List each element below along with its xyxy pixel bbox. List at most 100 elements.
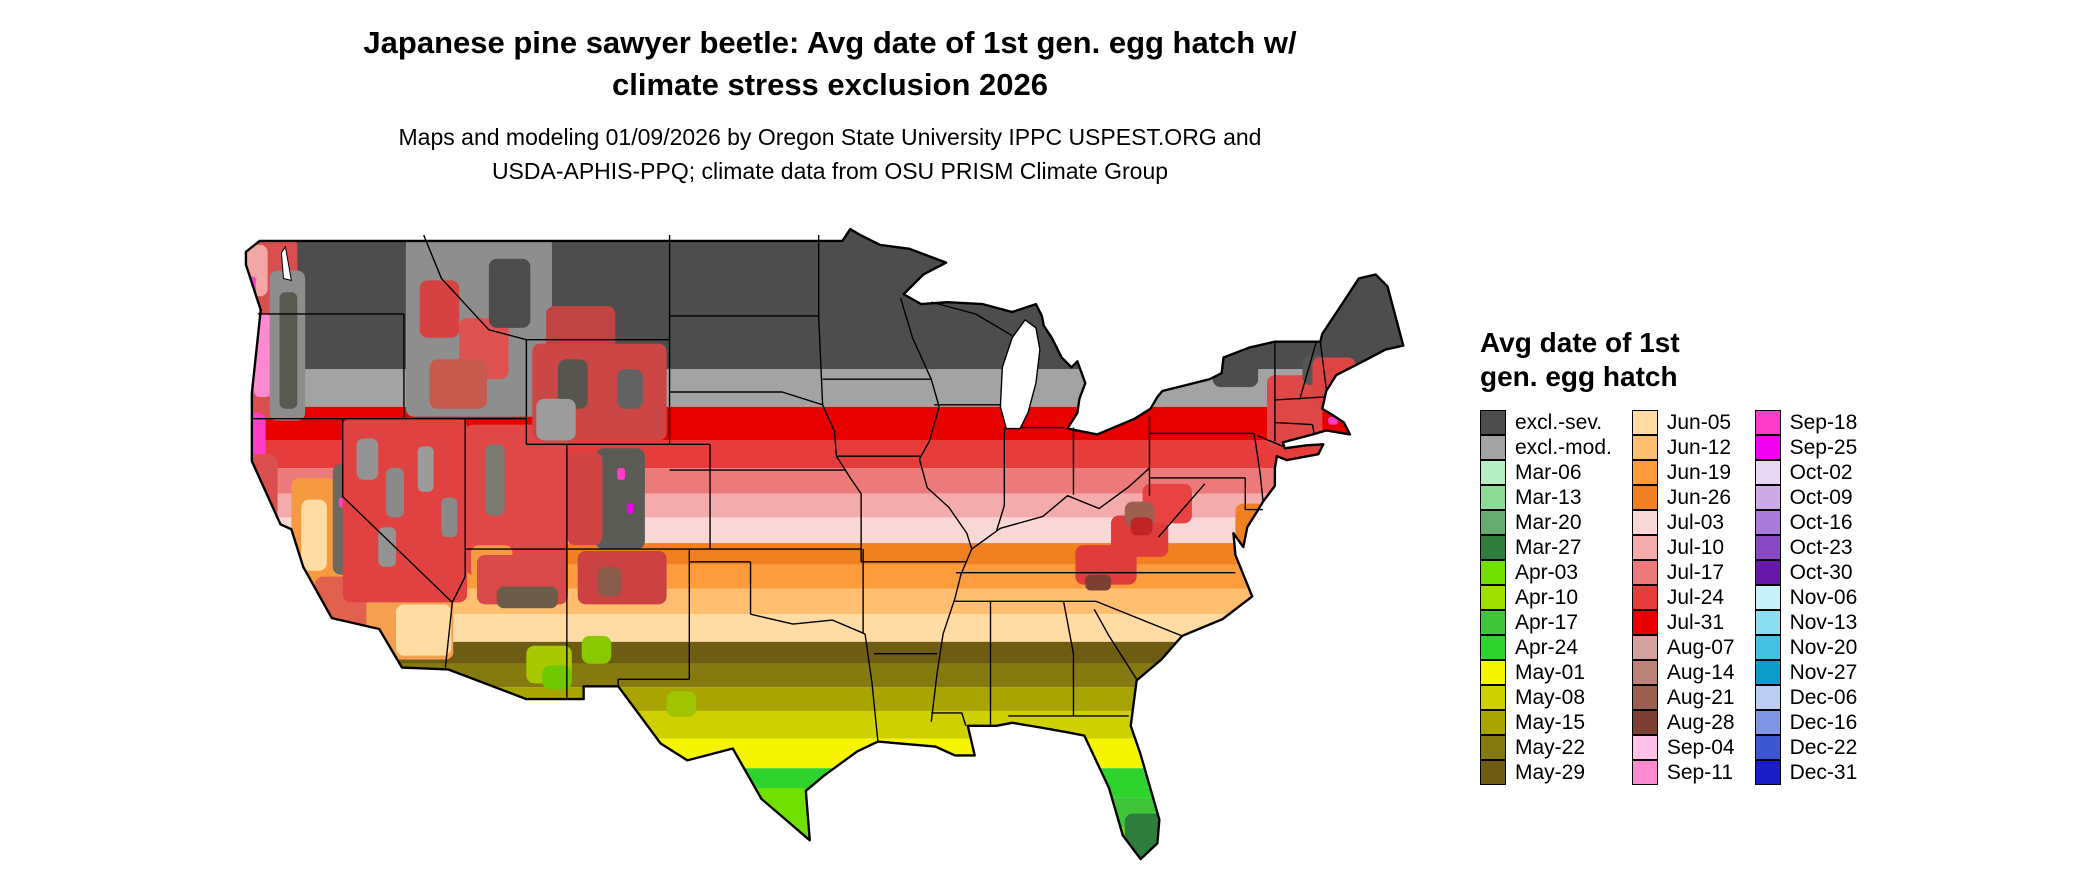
subtitle-line-2: USDA-APHIS-PPQ; climate data from OSU PR… <box>491 158 1169 184</box>
map-patch <box>1328 416 1339 425</box>
legend-swatch <box>1480 435 1506 460</box>
legend-title: Avg date of 1st gen. egg hatch <box>1480 326 2080 394</box>
legend-label: Oct-30 <box>1789 561 1853 584</box>
legend-swatch <box>1754 735 1781 760</box>
legend-swatch <box>1754 410 1781 435</box>
legend-swatch <box>1631 685 1658 710</box>
legend-swatch <box>1480 660 1506 685</box>
legend-entry: Sep-18 <box>1754 410 1857 435</box>
map-patch <box>566 452 603 546</box>
legend-swatch <box>1631 460 1658 485</box>
subtitle-line-1: Maps and modeling 01/09/2026 by Oregon S… <box>398 124 1262 150</box>
legend-label: Mar-20 <box>1515 511 1582 534</box>
legend-label: Jul-03 <box>1666 511 1725 534</box>
legend-entry: Dec-06 <box>1754 685 1858 710</box>
legend-entry: Jul-31 <box>1631 610 1735 635</box>
legend-entry: Jul-03 <box>1631 510 1735 535</box>
legend-swatch <box>1480 585 1506 610</box>
legend-column: Sep-18 Sep-25 Oct-02 Oct-09 Oct-16 Oct-23 Oct-… <box>1754 410 1858 785</box>
legend-swatch <box>1631 635 1658 660</box>
legend-label: Dec-06 <box>1789 686 1858 709</box>
legend-entry: Oct-16 <box>1754 510 1858 535</box>
us-map <box>244 227 1405 869</box>
legend-label: Jul-17 <box>1666 561 1725 584</box>
legend-label: Sep-11 <box>1666 761 1734 784</box>
map-band <box>245 768 1404 798</box>
legend-entry: Nov-06 <box>1754 585 1858 610</box>
map-patch <box>617 369 643 409</box>
map-patch <box>429 359 487 409</box>
legend-entry: Nov-27 <box>1754 660 1858 685</box>
map-patch <box>356 438 379 480</box>
legend-entry: Jun-19 <box>1631 460 1735 485</box>
map-patch <box>301 499 327 571</box>
title-line-2: climate stress exclusion 2026 <box>612 67 1048 102</box>
legend-swatch <box>1631 435 1658 460</box>
legend-entry: Sep-11 <box>1631 760 1735 785</box>
legend-swatch <box>1631 485 1658 510</box>
map-patch <box>1091 863 1099 869</box>
map-patch <box>484 444 505 516</box>
map-band <box>245 857 1404 860</box>
legend-label: Nov-20 <box>1789 636 1858 659</box>
legend-entry: Aug-21 <box>1631 685 1735 710</box>
legend-entry: May-22 <box>1480 735 1612 760</box>
legend-label: Aug-14 <box>1666 661 1735 684</box>
legend-swatch <box>1754 610 1781 635</box>
legend-entry: Apr-03 <box>1480 560 1612 585</box>
legend-swatch <box>1631 760 1658 785</box>
legend-swatch <box>1631 660 1658 685</box>
legend-entry: Apr-17 <box>1480 610 1612 635</box>
legend-label: Nov-13 <box>1789 611 1858 634</box>
legend-swatch <box>1631 585 1658 610</box>
legend-swatch <box>1631 710 1658 735</box>
legend-swatch <box>1480 635 1506 660</box>
legend-column: excl.-sev. excl.-mod. Mar-06 Mar-13 Mar-20 Ma… <box>1480 410 1612 785</box>
legend-label: Jun-05 <box>1666 411 1732 434</box>
map-band <box>245 687 1404 711</box>
legend-swatch <box>1754 485 1781 510</box>
legend: Avg date of 1st gen. egg hatch excl.-sev… <box>1480 326 2080 785</box>
legend-label: Jul-24 <box>1666 586 1725 609</box>
legend-swatch <box>1754 460 1781 485</box>
legend-entry: Jun-26 <box>1631 485 1735 510</box>
legend-entry: Mar-27 <box>1480 535 1612 560</box>
map-patch <box>627 503 634 514</box>
legend-entry: Jul-24 <box>1631 585 1735 610</box>
state-borders <box>251 234 1327 742</box>
legend-entry: Aug-07 <box>1631 635 1735 660</box>
legend-swatch <box>1754 510 1781 535</box>
map-band <box>245 797 1404 828</box>
legend-label: excl.-sev. <box>1515 411 1603 434</box>
legend-entry: Mar-13 <box>1480 485 1612 510</box>
legend-label: Aug-07 <box>1666 636 1735 659</box>
map-band <box>245 710 1404 739</box>
legend-swatch <box>1480 410 1506 435</box>
legend-label: May-22 <box>1515 736 1586 759</box>
page-subtitle: Maps and modeling 01/09/2026 by Oregon S… <box>0 120 1660 188</box>
legend-swatch <box>1480 760 1506 785</box>
map-patch <box>557 359 588 409</box>
legend-label: May-08 <box>1515 686 1586 709</box>
legend-entry: May-15 <box>1480 710 1612 735</box>
page-title: Japanese pine sawyer beetle: Avg date of… <box>0 22 1660 106</box>
legend-entry: Dec-22 <box>1754 735 1858 760</box>
lake-michigan <box>999 318 1041 430</box>
legend-label: Aug-28 <box>1666 711 1735 734</box>
map-patch <box>1312 357 1356 411</box>
legend-swatch <box>1754 560 1781 585</box>
legend-column: Jun-05 Jun-12 Jun-19 Jun-26 Jul-03 Jul-10 Jul-… <box>1631 410 1735 785</box>
map-patch <box>419 280 460 338</box>
legend-label: Nov-06 <box>1789 586 1858 609</box>
map-patch <box>245 244 268 297</box>
legend-label: Jun-19 <box>1666 461 1732 484</box>
map-band <box>245 738 1404 769</box>
legend-entry: Apr-24 <box>1480 635 1612 660</box>
map-patch <box>595 448 645 550</box>
legend-swatch <box>1480 710 1506 735</box>
legend-entry: excl.-sev. <box>1480 410 1612 435</box>
legend-title-line-2: gen. egg hatch <box>1480 361 1678 392</box>
map-patch <box>1130 517 1153 536</box>
legend-entry: Aug-14 <box>1631 660 1735 685</box>
